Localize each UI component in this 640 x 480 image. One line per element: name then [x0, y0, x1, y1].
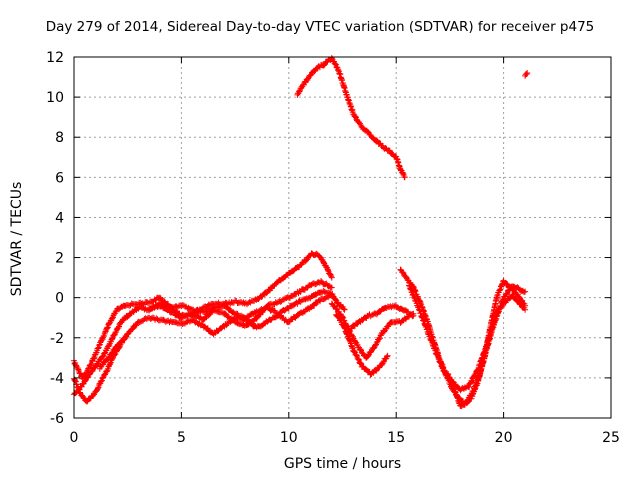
series-track-13 [522, 70, 531, 79]
ticks-layer: 0 5 10 15 20 25 -6 -4 -2 0 2 4 6 8 10 12 [46, 50, 620, 446]
series-track-12 [294, 55, 408, 181]
y-tick-label: -2 [50, 331, 64, 347]
x-tick-label: 5 [177, 430, 186, 446]
point-markers [96, 334, 129, 372]
x-axis-label: GPS time / hours [283, 456, 402, 472]
y-tick-label: 6 [55, 170, 64, 186]
series-track-7 [333, 311, 391, 378]
series-track-8 [348, 302, 417, 332]
x-tick-label: 15 [387, 430, 405, 446]
y-tick-label: 10 [46, 90, 64, 106]
y-tick-label: 0 [55, 291, 64, 307]
chart-title: Day 279 of 2014, Sidereal Day-to-day VTE… [45, 19, 595, 35]
series-layer [71, 55, 531, 410]
x-tick-label: 25 [602, 430, 620, 446]
y-axis-label: SDTVAR / TECUs [9, 181, 25, 297]
point-markers [348, 302, 417, 332]
series-track-11 [444, 291, 529, 410]
y-tick-label: 4 [55, 210, 64, 226]
x-tick-label: 10 [280, 430, 298, 446]
point-markers [444, 291, 529, 410]
y-tick-label: -4 [50, 371, 64, 387]
series-track-4 [96, 334, 129, 372]
y-tick-label: 8 [55, 130, 64, 146]
x-tick-label: 20 [495, 430, 513, 446]
y-tick-label: 2 [55, 251, 64, 267]
point-markers [146, 288, 348, 322]
grid-layer [74, 57, 611, 418]
point-markers [522, 70, 531, 79]
series-track-5 [146, 288, 348, 322]
x-tick-label: 0 [70, 430, 79, 446]
y-tick-label: 12 [46, 50, 64, 66]
point-markers [294, 55, 408, 181]
plot-frame [73, 56, 612, 419]
y-tick-label: -6 [50, 411, 64, 427]
point-markers [333, 311, 391, 378]
